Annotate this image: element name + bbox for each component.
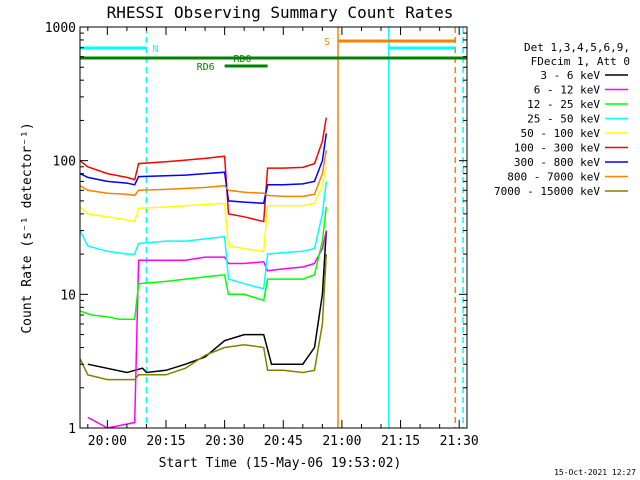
series-line-0 xyxy=(87,230,328,374)
legend-label-3: 25 - 50 keV xyxy=(527,113,600,126)
y-tick-label-1: 10 xyxy=(60,288,76,303)
x-axis-label: Start Time (15-May-06 19:53:02) xyxy=(159,456,402,471)
series-line-6 xyxy=(79,133,328,205)
x-tick-label-4: 21:00 xyxy=(322,434,361,449)
legend-label-5: 100 - 300 keV xyxy=(514,142,600,155)
x-tick-label-6: 21:30 xyxy=(440,434,479,449)
x-tick-label-2: 20:30 xyxy=(205,434,244,449)
x-tick-label-3: 20:45 xyxy=(264,434,303,449)
x-tick-label-5: 21:15 xyxy=(381,434,420,449)
legend-header-2: FDecim 1, Att 0 xyxy=(531,55,630,68)
y-axis-label: Count Rate (s⁻¹ detector⁻¹) xyxy=(20,122,35,333)
legend-label-1: 6 - 12 keV xyxy=(534,84,601,97)
plot-frame xyxy=(79,26,468,429)
legend-label-7: 800 - 7000 keV xyxy=(507,171,600,184)
flag-bars: N S RD0 RD6 xyxy=(80,37,467,73)
chart-title: RHESSI Observing Summary Count Rates xyxy=(107,3,454,22)
series-line-7 xyxy=(79,149,328,198)
series-line-1 xyxy=(87,230,328,429)
series-line-3 xyxy=(79,181,328,290)
event-lines xyxy=(145,27,464,428)
y-tick-label-0: 1 xyxy=(68,422,76,437)
legend-header-1: Det 1,3,4,5,6,9, xyxy=(524,41,630,54)
series-line-5 xyxy=(79,117,328,223)
y-tick-label-2: 100 xyxy=(53,155,76,170)
timestamp: 15-Oct-2021 12:27 xyxy=(554,468,636,477)
flag-label-3: RD0 xyxy=(234,54,252,65)
series-line-8 xyxy=(79,254,328,381)
flag-label-4: RD6 xyxy=(197,62,215,73)
x-tick-label-0: 20:00 xyxy=(88,434,127,449)
series-line-2 xyxy=(79,206,328,321)
x-axis-ticks: 20:00 20:15 20:30 20:45 21:00 21:15 21:30 xyxy=(87,27,479,449)
legend-label-0: 3 - 6 keV xyxy=(540,69,600,82)
series-line-4 xyxy=(79,166,328,253)
x-tick-label-1: 20:15 xyxy=(146,434,185,449)
y-axis-ticks: 1 10 100 1000 xyxy=(45,21,467,437)
legend-label-4: 50 - 100 keV xyxy=(521,127,601,140)
flag-label-0: N xyxy=(152,44,158,55)
y-tick-label-3: 1000 xyxy=(45,21,76,36)
flag-label-2: S xyxy=(324,37,330,48)
series-lines xyxy=(79,117,328,429)
legend: Det 1,3,4,5,6,9, FDecim 1, Att 0 3 - 6 k… xyxy=(494,41,630,198)
legend-label-2: 12 - 25 keV xyxy=(527,98,600,111)
legend-label-8: 7000 - 15000 keV xyxy=(494,185,600,198)
legend-label-6: 300 - 800 keV xyxy=(514,156,600,169)
